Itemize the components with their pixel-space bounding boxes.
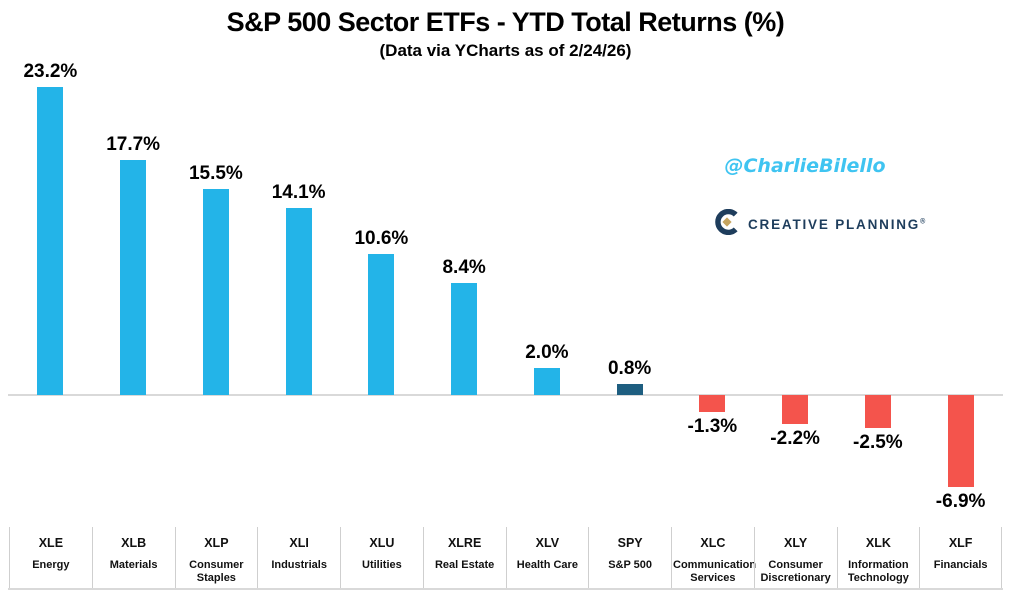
category-cell: XLE Energy xyxy=(9,527,92,588)
bar-xle xyxy=(37,86,64,395)
category-cell: XLP Consumer Staples xyxy=(174,527,258,588)
category-ticker: XLK xyxy=(865,536,891,550)
category-ticker: XLY xyxy=(784,536,808,550)
bar-value-label: 17.7% xyxy=(106,133,161,155)
category-cell: XLC Communication Services xyxy=(671,527,757,588)
creative-planning-logo-icon xyxy=(714,208,740,240)
category-name: Utilities xyxy=(362,559,402,571)
category-ticker: XLV xyxy=(535,536,560,550)
bar-value-label: 2.0% xyxy=(525,342,569,364)
bar-value-label: 8.4% xyxy=(442,257,486,279)
creative-planning-logo: CREATIVE PLANNING® xyxy=(714,208,926,240)
chart-subtitle: (Data via YCharts as of 2/24/26) xyxy=(379,41,632,60)
category-cell: XLI Industrials xyxy=(257,527,340,588)
category-name: Industrials xyxy=(271,559,327,571)
category-ticker: XLE xyxy=(38,536,64,550)
category-name: Communication Services xyxy=(673,559,757,584)
bar-xly xyxy=(782,395,809,425)
category-name: S&P 500 xyxy=(608,559,653,571)
watermark-handle: @CharlieBilello xyxy=(724,155,886,177)
category-ticker: XLC xyxy=(700,536,726,550)
bar-xlk xyxy=(864,395,891,429)
bar-value-label: -2.5% xyxy=(853,432,903,454)
category-ticker: XLRE xyxy=(447,536,482,550)
category-name: Consumer Discretionary xyxy=(760,559,831,584)
table-bottom-border xyxy=(8,588,1003,590)
bar-xlp xyxy=(202,189,229,395)
bar-value-label: -6.9% xyxy=(935,490,986,512)
category-cell: XLV Health Care xyxy=(505,527,589,588)
chart-title: S&P 500 Sector ETFs - YTD Total Returns … xyxy=(226,7,785,37)
category-ticker: XLU xyxy=(369,536,395,550)
category-ticker: SPY xyxy=(617,536,643,550)
category-cell: XLRE Real Estate xyxy=(422,527,506,588)
category-name: Consumer Staples xyxy=(189,559,244,584)
category-cell: XLU Utilities xyxy=(340,527,423,588)
registered-mark: ® xyxy=(920,218,926,226)
category-cell: XLK Information Technology xyxy=(836,527,920,588)
category-ticker: XLF xyxy=(948,536,973,550)
bar-xli xyxy=(285,207,312,395)
bar-xlre xyxy=(451,283,478,395)
bar-value-label: 14.1% xyxy=(271,181,326,203)
category-name: Energy xyxy=(32,559,70,571)
zero-axis-line xyxy=(8,394,1003,396)
category-ticker: XLB xyxy=(121,536,147,550)
bar-xlc xyxy=(699,395,726,413)
category-cell: SPY S&P 500 xyxy=(588,527,671,588)
category-name: Health Care xyxy=(516,559,578,571)
category-cell: XLB Materials xyxy=(91,527,175,588)
category-name: Materials xyxy=(109,559,158,571)
bar-value-label: 23.2% xyxy=(23,60,78,82)
category-name: Financials xyxy=(933,559,988,571)
bar-value-label: -1.3% xyxy=(687,416,738,438)
creative-planning-logo-text: CREATIVE PLANNING® xyxy=(748,217,926,232)
bar-xlv xyxy=(533,368,560,395)
category-name: Information Technology xyxy=(847,559,909,584)
bar-value-label: 15.5% xyxy=(188,163,243,185)
category-ticker: XLI xyxy=(289,536,309,550)
category-ticker: XLP xyxy=(204,536,229,550)
bar-xlu xyxy=(368,254,395,395)
bar-value-label: 0.8% xyxy=(607,358,652,380)
bar-xlb xyxy=(120,159,147,395)
bar-value-label: -2.2% xyxy=(770,428,820,450)
category-name: Real Estate xyxy=(434,559,495,571)
bar-xlf xyxy=(947,395,974,487)
bar-value-label: 10.6% xyxy=(354,228,409,250)
category-cell: XLF Financials xyxy=(919,527,1002,588)
category-cell: XLY Consumer Discretionary xyxy=(753,527,837,588)
bar-spy xyxy=(616,384,643,395)
